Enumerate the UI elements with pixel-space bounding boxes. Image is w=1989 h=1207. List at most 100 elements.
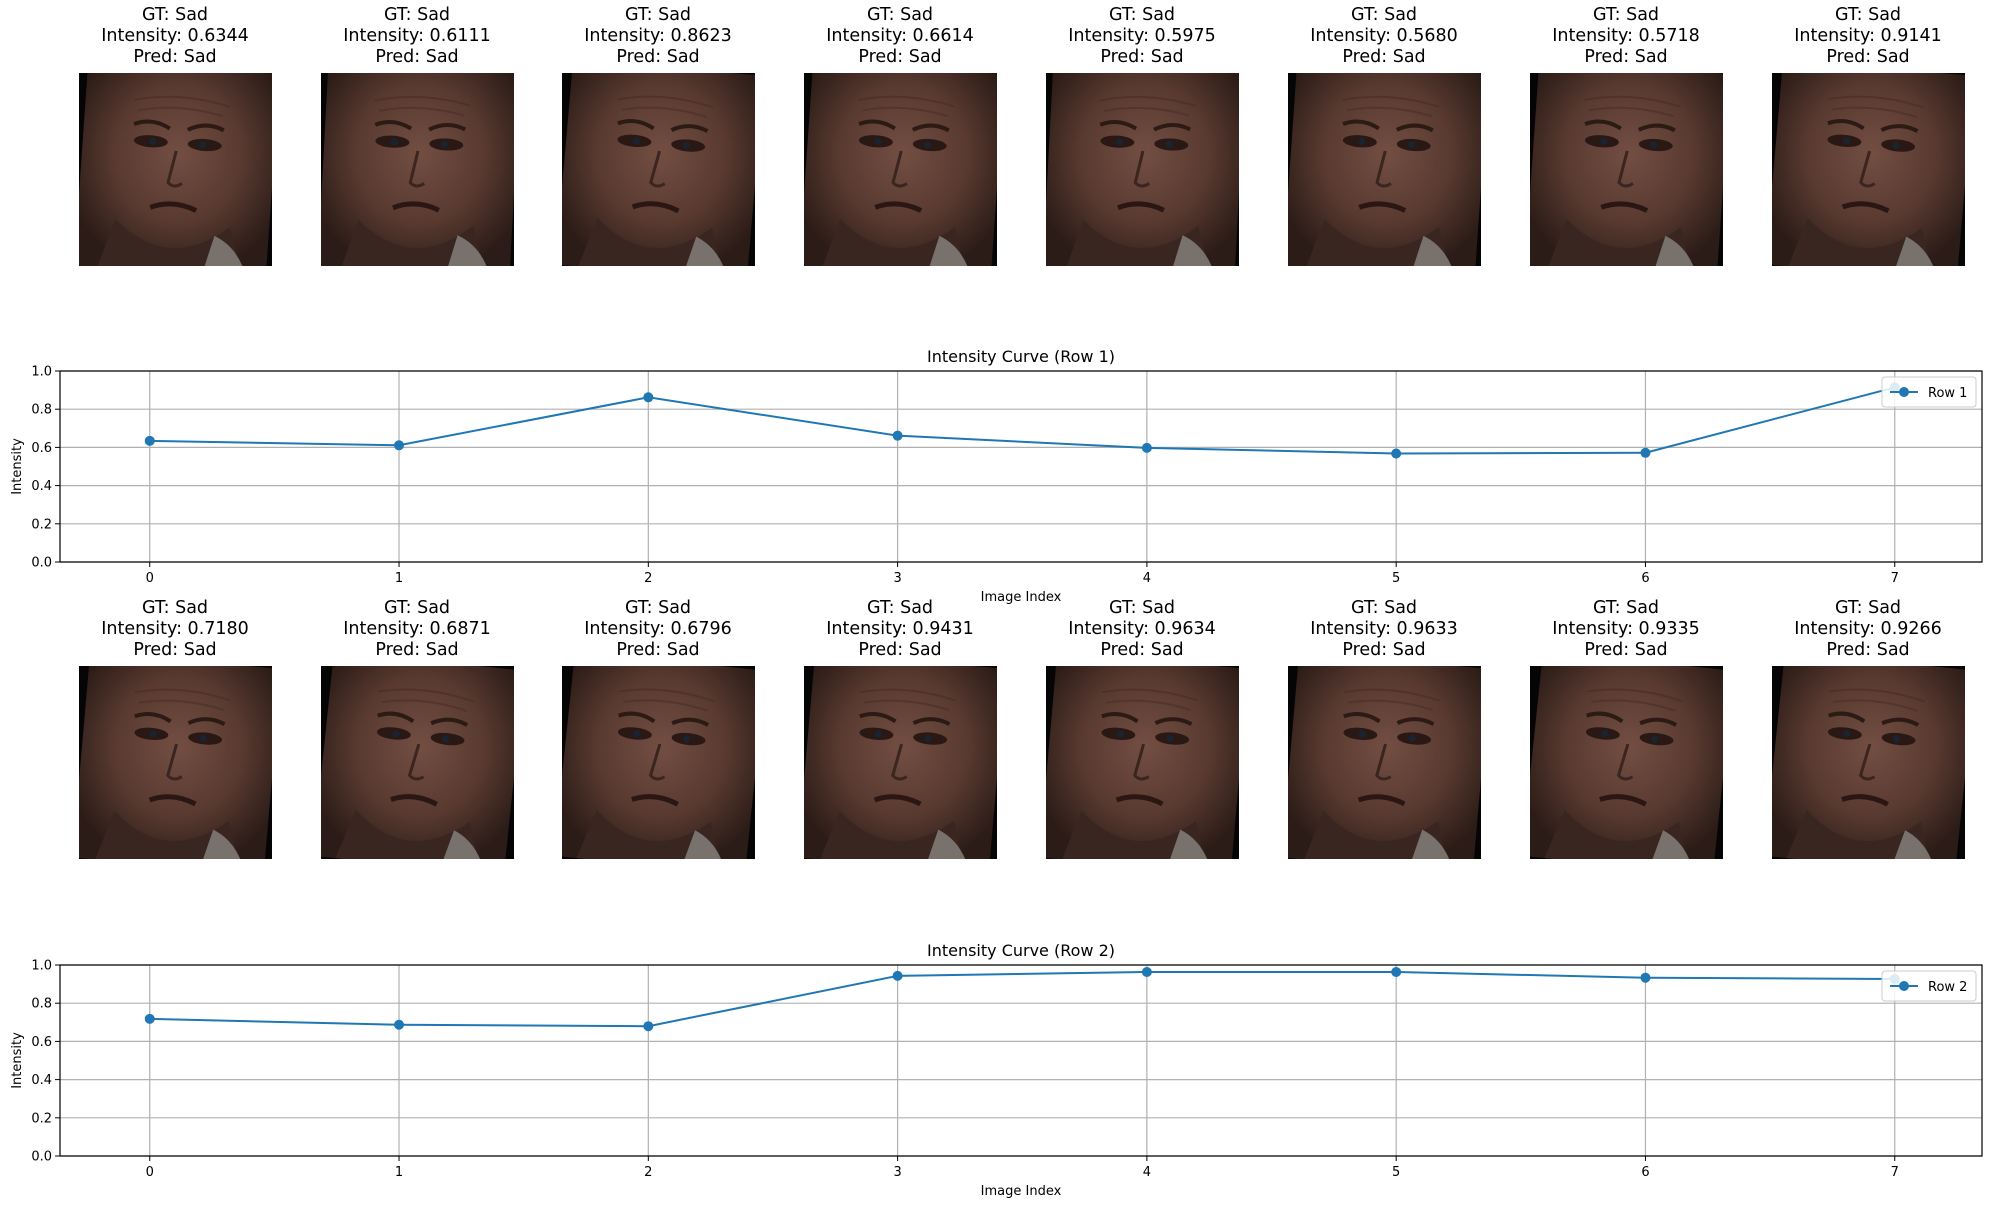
face-thumbnail bbox=[79, 666, 272, 859]
thumbnail-caption: GT: Sad Intensity: 0.9335 Pred: Sad bbox=[1526, 598, 1726, 661]
data-point bbox=[144, 1013, 155, 1024]
y-tick-label: 0.0 bbox=[31, 556, 52, 571]
caption-intensity: Intensity: 0.9431 bbox=[826, 619, 974, 639]
thumbnail-caption: GT: Sad Intensity: 0.7180 Pred: Sad bbox=[75, 598, 275, 661]
thumbnail-caption: GT: Sad Intensity: 0.6871 Pred: Sad bbox=[317, 598, 517, 661]
caption-pred: Pred: Sad bbox=[375, 47, 459, 67]
data-point bbox=[1640, 972, 1651, 983]
thumbnail-caption: GT: Sad Intensity: 0.9634 Pred: Sad bbox=[1042, 598, 1242, 661]
y-tick-label: 0.6 bbox=[31, 1035, 52, 1050]
x-tick-label: 2 bbox=[644, 571, 652, 586]
plot-frame bbox=[59, 370, 1983, 563]
data-point bbox=[892, 970, 903, 981]
caption-intensity: Intensity: 0.6344 bbox=[101, 26, 249, 46]
data-point bbox=[1889, 974, 1900, 985]
y-tick-label: 0.4 bbox=[31, 1073, 52, 1088]
face-thumbnail bbox=[321, 666, 514, 859]
caption-intensity: Intensity: 0.5975 bbox=[1068, 26, 1216, 46]
thumbnail-caption: GT: Sad Intensity: 0.6111 Pred: Sad bbox=[317, 5, 517, 68]
caption-gt: GT: Sad bbox=[866, 598, 934, 618]
face-thumbnail bbox=[321, 73, 514, 266]
face-thumbnail bbox=[562, 666, 755, 859]
caption-intensity: Intensity: 0.5680 bbox=[1310, 26, 1458, 46]
caption-gt: GT: Sad bbox=[383, 598, 451, 618]
y-tick-label: 1.0 bbox=[31, 365, 52, 380]
data-point bbox=[144, 435, 155, 446]
caption-pred: Pred: Sad bbox=[616, 640, 700, 660]
x-tick-label: 5 bbox=[1392, 571, 1400, 586]
y-tick-label: 0.2 bbox=[31, 1111, 52, 1126]
data-point bbox=[892, 430, 903, 441]
caption-pred: Pred: Sad bbox=[133, 47, 217, 67]
x-tick-label: 3 bbox=[893, 1165, 901, 1180]
caption-pred: Pred: Sad bbox=[858, 640, 942, 660]
y-tick-label: 0.8 bbox=[31, 997, 52, 1012]
data-point bbox=[1141, 966, 1152, 977]
data-point bbox=[394, 440, 405, 451]
caption-gt: GT: Sad bbox=[624, 598, 692, 618]
thumbnail-caption: GT: Sad Intensity: 0.9633 Pred: Sad bbox=[1284, 598, 1484, 661]
legend-marker bbox=[1899, 387, 1909, 397]
x-tick-label: 0 bbox=[146, 1165, 154, 1180]
y-tick-label: 0.6 bbox=[31, 441, 52, 456]
caption-gt: GT: Sad bbox=[1592, 598, 1660, 618]
caption-gt: GT: Sad bbox=[1834, 5, 1902, 25]
caption-pred: Pred: Sad bbox=[1826, 47, 1910, 67]
x-tick-label: 1 bbox=[395, 1165, 403, 1180]
y-tick-label: 0.8 bbox=[31, 403, 52, 418]
caption-pred: Pred: Sad bbox=[1584, 640, 1668, 660]
thumbnail-caption: GT: Sad Intensity: 0.8623 Pred: Sad bbox=[558, 5, 758, 68]
face-thumbnail bbox=[804, 73, 997, 266]
caption-pred: Pred: Sad bbox=[133, 640, 217, 660]
y-axis-label: Intensity bbox=[10, 438, 25, 495]
x-tick-label: 0 bbox=[146, 571, 154, 586]
x-tick-label: 7 bbox=[1891, 571, 1899, 586]
x-tick-label: 4 bbox=[1143, 1165, 1151, 1180]
caption-gt: GT: Sad bbox=[141, 598, 209, 618]
thumbnail-caption: GT: Sad Intensity: 0.9266 Pred: Sad bbox=[1768, 598, 1968, 661]
face-thumbnail bbox=[1288, 666, 1481, 859]
y-axis-label: Intensity bbox=[10, 1032, 25, 1089]
face-thumbnail bbox=[1530, 73, 1723, 266]
face-thumbnail bbox=[1530, 666, 1723, 859]
thumbnail-caption: GT: Sad Intensity: 0.5975 Pred: Sad bbox=[1042, 5, 1242, 68]
chart-title: Intensity Curve (Row 1) bbox=[927, 347, 1115, 366]
thumbnail-caption: GT: Sad Intensity: 0.5680 Pred: Sad bbox=[1284, 5, 1484, 68]
caption-pred: Pred: Sad bbox=[1584, 47, 1668, 67]
thumbnail-caption: GT: Sad Intensity: 0.9141 Pred: Sad bbox=[1768, 5, 1968, 68]
x-tick-label: 4 bbox=[1143, 571, 1151, 586]
caption-gt: GT: Sad bbox=[866, 5, 934, 25]
data-point bbox=[643, 1021, 654, 1032]
x-tick-label: 3 bbox=[893, 571, 901, 586]
caption-gt: GT: Sad bbox=[1350, 5, 1418, 25]
data-point bbox=[1391, 967, 1402, 978]
x-tick-label: 6 bbox=[1641, 1165, 1649, 1180]
x-tick-label: 6 bbox=[1641, 571, 1649, 586]
face-thumbnail bbox=[1046, 666, 1239, 859]
caption-intensity: Intensity: 0.9335 bbox=[1552, 619, 1700, 639]
caption-gt: GT: Sad bbox=[1592, 5, 1660, 25]
caption-pred: Pred: Sad bbox=[616, 47, 700, 67]
x-tick-label: 5 bbox=[1392, 1165, 1400, 1180]
caption-gt: GT: Sad bbox=[1108, 598, 1176, 618]
caption-pred: Pred: Sad bbox=[375, 640, 459, 660]
thumbnail-caption: GT: Sad Intensity: 0.9431 Pred: Sad bbox=[800, 598, 1000, 661]
caption-intensity: Intensity: 0.6796 bbox=[584, 619, 732, 639]
caption-intensity: Intensity: 0.6614 bbox=[826, 26, 974, 46]
y-tick-label: 0.4 bbox=[31, 479, 52, 494]
data-point bbox=[643, 392, 654, 403]
data-point bbox=[1391, 448, 1402, 459]
x-axis-label: Image Index bbox=[981, 1184, 1062, 1199]
legend-label: Row 1 bbox=[1928, 386, 1967, 401]
caption-gt: GT: Sad bbox=[624, 5, 692, 25]
caption-pred: Pred: Sad bbox=[1100, 47, 1184, 67]
face-thumbnail bbox=[1046, 73, 1239, 266]
legend-marker bbox=[1899, 981, 1909, 991]
caption-intensity: Intensity: 0.8623 bbox=[584, 26, 732, 46]
caption-gt: GT: Sad bbox=[383, 5, 451, 25]
x-tick-label: 1 bbox=[395, 571, 403, 586]
legend bbox=[1881, 376, 1977, 408]
caption-pred: Pred: Sad bbox=[1342, 47, 1426, 67]
caption-gt: GT: Sad bbox=[1834, 598, 1902, 618]
